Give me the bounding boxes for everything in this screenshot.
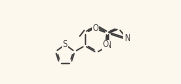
Text: S: S — [63, 40, 68, 49]
Text: O: O — [103, 40, 109, 49]
Text: N: N — [106, 41, 111, 50]
Text: O: O — [93, 24, 98, 33]
Text: N: N — [124, 34, 130, 43]
